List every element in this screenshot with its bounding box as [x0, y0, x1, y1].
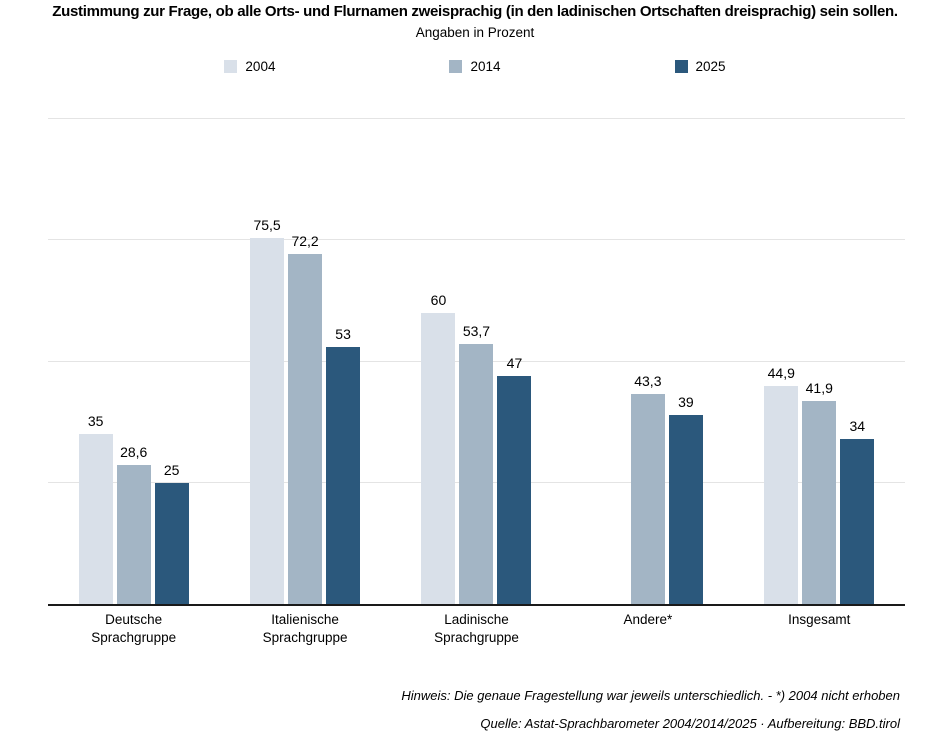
bar-2014	[802, 400, 837, 604]
bar-value-label: 75,5	[253, 216, 281, 233]
bar-value-label: 28,6	[120, 444, 148, 461]
bar-value-label: 47	[506, 355, 523, 372]
bar-value-label: 34	[849, 418, 866, 435]
bar-value-label: 44,9	[767, 365, 795, 382]
gridline-75	[48, 239, 905, 241]
bar-slot: 72,2	[288, 119, 323, 604]
bar-value-label: 72,2	[291, 232, 319, 249]
bar-value-label: 39	[678, 393, 694, 410]
bar-slot: 53,7	[459, 119, 494, 604]
bar-slot: 44,9	[764, 119, 799, 604]
bar-slot: 28,6	[116, 119, 151, 604]
source-line: Quelle: Astat-Sprachbarometer 2004/2014/…	[480, 716, 900, 731]
bar-2014	[630, 394, 665, 604]
chart-title: Zustimmung zur Frage, ob alle Orts- und …	[52, 3, 898, 20]
bar-2004	[78, 434, 113, 604]
bar-2025	[154, 482, 189, 604]
bar-value-label: 35	[87, 413, 104, 430]
legend-item-2004: 2004	[224, 59, 275, 74]
category-label: Italienische Sprachgruppe	[262, 612, 348, 646]
legend-label-2025: 2025	[695, 59, 726, 74]
bar-value-label: 43,3	[634, 373, 662, 389]
bar-value-label: 25	[163, 461, 180, 478]
bar-slot: 39	[668, 119, 703, 604]
category-labels: Deutsche Sprachgruppe Italienische Sprach…	[48, 611, 905, 647]
plot-groups: 35 28,6 25 75,5 72,2 53 60 53,7 47 43,3 39 44,9 41,9…	[48, 119, 905, 604]
bar-slot: 41,9	[802, 119, 837, 604]
bar-group: 44,9 41,9 34	[764, 119, 875, 604]
bar-2004	[250, 237, 285, 604]
category-label: Andere*	[623, 612, 673, 627]
bar-slot: 43,3	[630, 119, 665, 604]
legend-swatch-2025-icon	[674, 60, 688, 73]
legend-swatch-2004-icon	[224, 60, 238, 73]
bar-slot: 53	[326, 119, 361, 604]
bar-2025	[497, 376, 532, 604]
chart-subtitle: Angaben in Prozent	[415, 25, 535, 40]
bar-slot: 60	[421, 119, 456, 604]
bar-2014	[459, 343, 494, 604]
category-label: Insgesamt	[788, 612, 851, 627]
legend: 2004 2014 2025	[0, 59, 950, 74]
bar-2004	[764, 386, 799, 604]
bar-group: 60 53,7 47	[421, 119, 532, 604]
bar-slot: 75,5	[250, 119, 285, 604]
bar-2025	[840, 439, 875, 604]
legend-swatch-2014-icon	[449, 60, 463, 73]
bar-2025	[326, 346, 361, 604]
bar-value-label: 53,7	[462, 322, 491, 339]
bar-2014	[116, 465, 151, 604]
plot-area: 35 28,6 25 75,5 72,2 53 60 53,7 47 43,3 39 44,9 41,9…	[48, 118, 905, 606]
category-label: Ladinische Sprachgruppe	[434, 612, 519, 646]
bar-slot: 34	[840, 119, 875, 604]
gridline-100	[48, 118, 905, 119]
legend-label-2014: 2014	[470, 59, 501, 74]
legend-item-2014: 2014	[449, 59, 501, 74]
bar-2004	[421, 313, 456, 604]
bar-slot	[593, 119, 627, 604]
bar-slot: 25	[154, 119, 189, 604]
bar-group: 35 28,6 25	[78, 119, 189, 604]
category-label: Deutsche Sprachgruppe	[91, 612, 177, 646]
footnote: Hinweis: Die genaue Fragestellung war je…	[401, 688, 900, 703]
bar-2025	[668, 414, 703, 604]
bar-value-label: 53	[335, 325, 351, 342]
bar-slot: 35	[78, 119, 113, 604]
bar-group: 43,3 39	[593, 119, 703, 604]
bar-slot: 47	[497, 119, 532, 604]
legend-item-2025: 2025	[674, 59, 726, 74]
bar-group: 75,5 72,2 53	[250, 119, 361, 604]
bar-value-label: 41,9	[805, 379, 833, 396]
bar-2014	[288, 253, 323, 604]
legend-label-2004: 2004	[245, 59, 276, 74]
bar-value-label: 60	[430, 292, 447, 308]
